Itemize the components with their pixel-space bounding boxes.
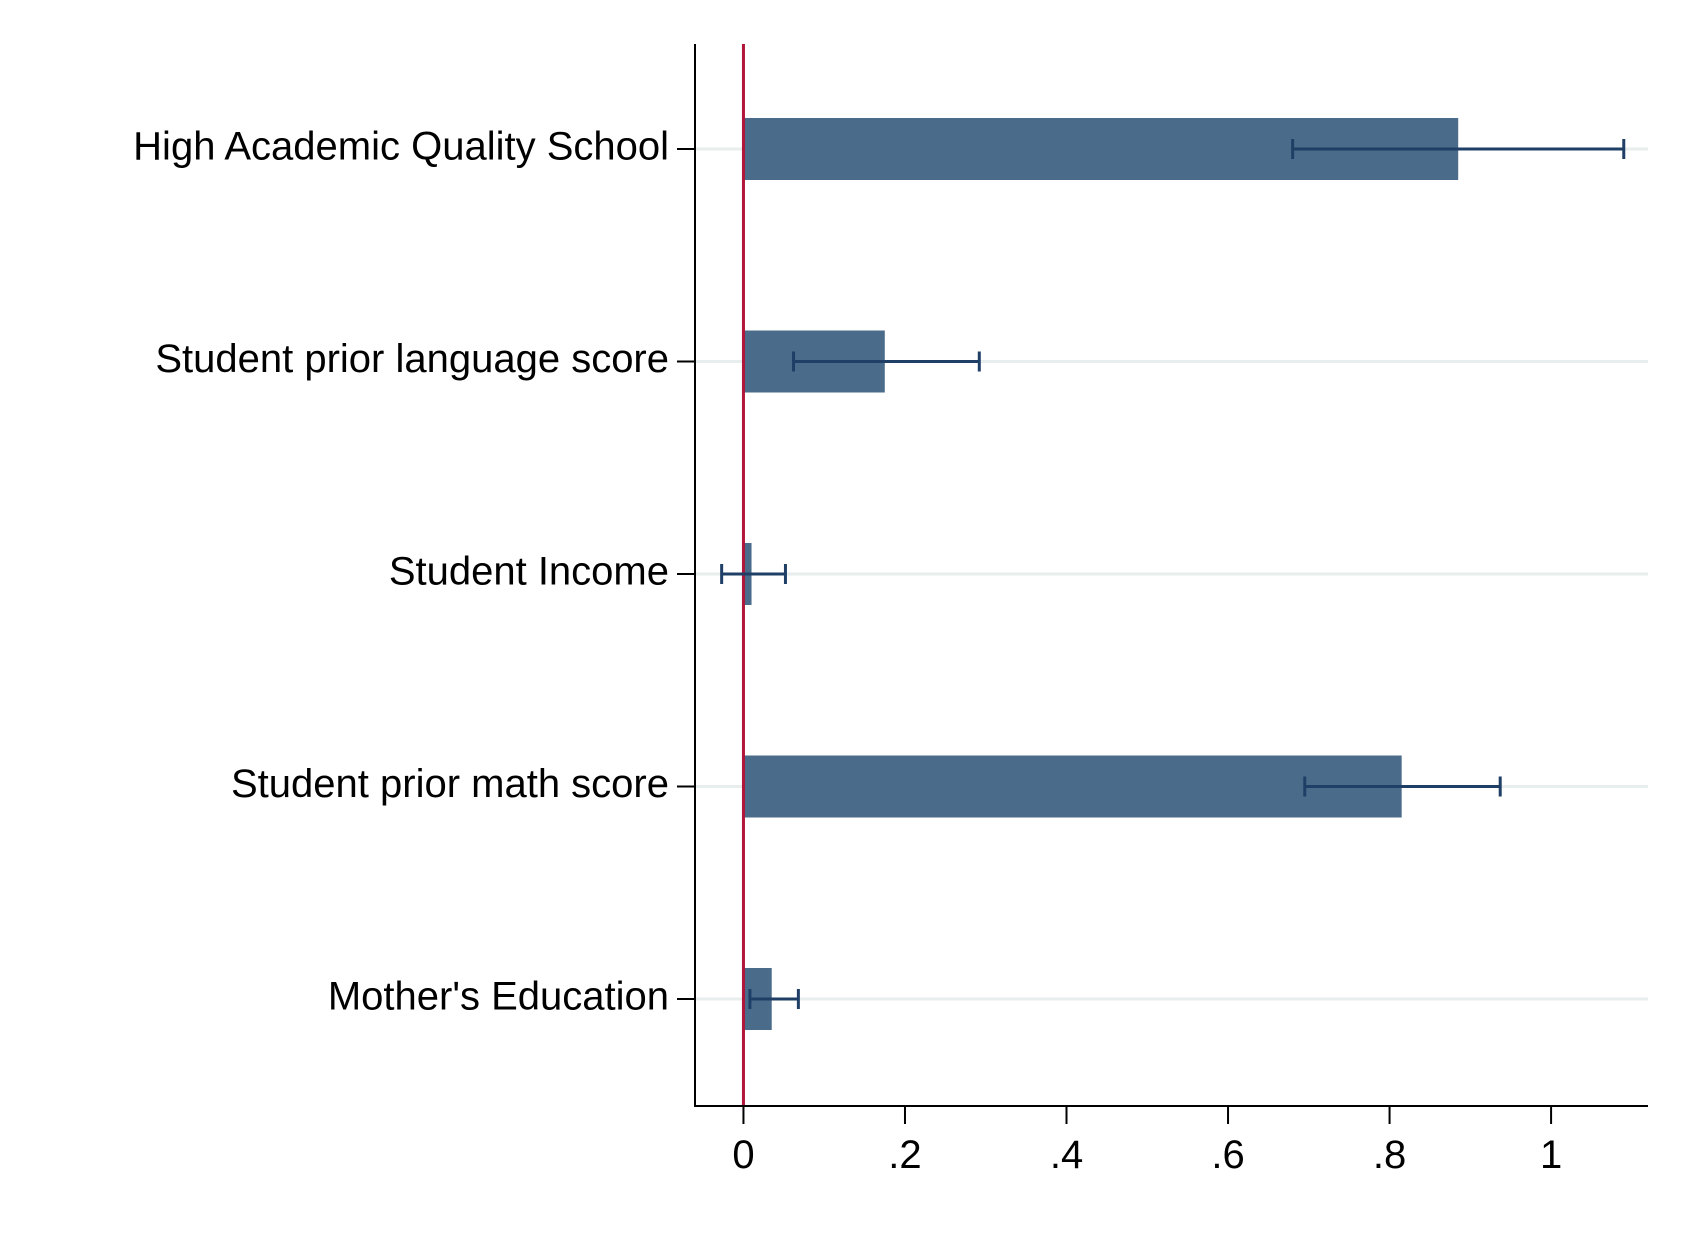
axes — [677, 44, 1648, 1124]
category-label: Student Income — [389, 550, 669, 594]
category-label: High Academic Quality School — [133, 125, 669, 169]
x-tick-label: .6 — [1211, 1133, 1244, 1177]
x-tick-label: 0 — [732, 1133, 754, 1177]
x-tick-label: .2 — [888, 1133, 921, 1177]
x-tick-label: 1 — [1540, 1133, 1562, 1177]
x-tick-label: .8 — [1373, 1133, 1406, 1177]
x-tick-label: .4 — [1050, 1133, 1083, 1177]
category-label: Student prior language score — [155, 337, 669, 381]
labels: High Academic Quality School Student prio… — [133, 125, 1562, 1177]
gridlines — [695, 147, 1648, 1001]
category-label: Student prior math score — [231, 762, 669, 806]
error-bars — [720, 139, 1626, 1009]
category-label: Mother's Education — [328, 975, 669, 1019]
bar — [743, 755, 1402, 818]
